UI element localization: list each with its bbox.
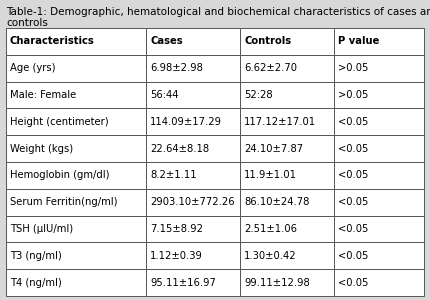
Bar [6,269,146,296]
Text: 2.51±1.06: 2.51±1.06 [244,224,297,234]
Text: Male: Female: Male: Female [10,90,76,100]
Bar [240,242,334,269]
Bar [240,216,334,242]
Bar [240,162,334,189]
Text: <0.05: <0.05 [338,278,369,288]
Bar [334,269,424,296]
Text: <0.05: <0.05 [338,197,369,207]
Bar [146,189,240,216]
Text: P value: P value [338,36,380,46]
Text: <0.05: <0.05 [338,170,369,180]
Bar [6,135,146,162]
Text: 1.30±0.42: 1.30±0.42 [244,251,297,261]
Text: <0.05: <0.05 [338,251,369,261]
Text: T4 (ng/ml): T4 (ng/ml) [10,278,62,288]
Text: 114.09±17.29: 114.09±17.29 [150,117,222,127]
Bar [240,189,334,216]
Bar [146,28,240,55]
Bar [146,55,240,82]
Text: 99.11±12.98: 99.11±12.98 [244,278,310,288]
Bar [240,269,334,296]
Bar [240,28,334,55]
Bar [334,242,424,269]
Bar [146,135,240,162]
Bar [240,135,334,162]
Bar [334,135,424,162]
Text: Height (centimeter): Height (centimeter) [10,117,109,127]
Text: Characteristics: Characteristics [10,36,95,46]
Text: Table-1: Demographic, hematological and biochemical characteristics of cases and: Table-1: Demographic, hematological and … [6,7,430,17]
Bar [6,216,146,242]
Bar [6,82,146,108]
Text: 1.12±0.39: 1.12±0.39 [150,251,203,261]
Text: T3 (ng/ml): T3 (ng/ml) [10,251,62,261]
Bar [334,162,424,189]
Bar [146,269,240,296]
Text: 117.12±17.01: 117.12±17.01 [244,117,316,127]
Text: 24.10±7.87: 24.10±7.87 [244,144,303,154]
Text: 8.2±1.11: 8.2±1.11 [150,170,197,180]
Text: Cases: Cases [150,36,183,46]
Bar [6,28,146,55]
Bar [146,108,240,135]
Bar [146,242,240,269]
Text: 6.62±2.70: 6.62±2.70 [244,63,297,73]
Text: 56:44: 56:44 [150,90,178,100]
Bar [6,108,146,135]
Bar [146,162,240,189]
Text: <0.05: <0.05 [338,117,369,127]
Text: Weight (kgs): Weight (kgs) [10,144,73,154]
Bar [6,242,146,269]
Bar [6,162,146,189]
Text: 86.10±24.78: 86.10±24.78 [244,197,310,207]
Text: controls: controls [6,18,48,28]
Bar [334,28,424,55]
Text: 95.11±16.97: 95.11±16.97 [150,278,216,288]
Bar [334,189,424,216]
Text: Hemoglobin (gm/dl): Hemoglobin (gm/dl) [10,170,110,180]
Bar [334,82,424,108]
Text: <0.05: <0.05 [338,144,369,154]
Text: Serum Ferritin(ng/ml): Serum Ferritin(ng/ml) [10,197,117,207]
Bar [334,216,424,242]
Text: 11.9±1.01: 11.9±1.01 [244,170,297,180]
Text: 7.15±8.92: 7.15±8.92 [150,224,203,234]
Text: Age (yrs): Age (yrs) [10,63,55,73]
Text: 52:28: 52:28 [244,90,273,100]
Bar [146,82,240,108]
Bar [6,55,146,82]
Text: Controls: Controls [244,36,291,46]
Text: >0.05: >0.05 [338,90,369,100]
Text: >0.05: >0.05 [338,63,369,73]
Text: 6.98±2.98: 6.98±2.98 [150,63,203,73]
Text: 22.64±8.18: 22.64±8.18 [150,144,209,154]
Bar [6,189,146,216]
Bar [334,55,424,82]
Text: <0.05: <0.05 [338,224,369,234]
Bar [240,82,334,108]
Bar [240,108,334,135]
Text: 2903.10±772.26: 2903.10±772.26 [150,197,235,207]
Bar [146,216,240,242]
Text: TSH (μIU/ml): TSH (μIU/ml) [10,224,73,234]
Bar [240,55,334,82]
Bar [334,108,424,135]
